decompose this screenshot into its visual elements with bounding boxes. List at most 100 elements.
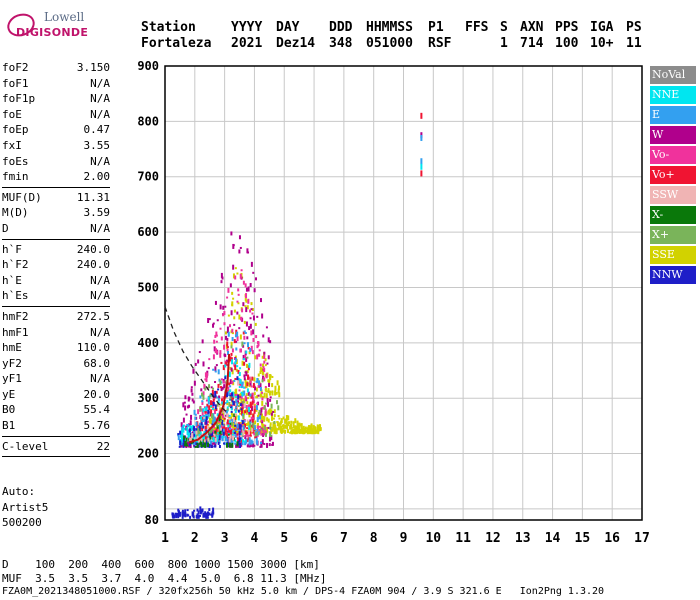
header-value-10: 10+ — [590, 36, 614, 51]
echo-mark-nnw — [179, 440, 182, 446]
echo-mark-sse — [284, 418, 287, 424]
echo-mark-sse — [245, 386, 248, 389]
echo-mark-x- — [263, 405, 266, 410]
echo-mark-sse — [255, 387, 258, 392]
echo-mark-nne — [212, 436, 215, 442]
echo-mark-vo- — [229, 428, 232, 434]
echo-mark-ssw — [228, 418, 231, 421]
echo-mark-vo- — [229, 393, 232, 396]
echo-mark-sse — [280, 425, 283, 429]
param-name: fmin — [2, 170, 29, 184]
echo-mark-w — [249, 323, 252, 329]
echo-mark-vo- — [233, 415, 236, 421]
echo-mark-ssw — [195, 430, 198, 435]
echo-mark-sse — [273, 414, 276, 418]
echo-mark-vo- — [220, 361, 223, 364]
echo-mark-e — [194, 413, 197, 416]
echo-mark-x- — [231, 442, 234, 448]
echo-mark-vo- — [251, 350, 254, 355]
echo-mark-e — [217, 398, 220, 402]
param-name: h`Es — [2, 289, 29, 303]
echo-mark-w — [262, 432, 265, 437]
echo-mark-w — [207, 367, 210, 370]
echo-mark-sse — [239, 422, 242, 425]
param-value: 22 — [96, 439, 110, 453]
echo-mark-nne — [239, 367, 242, 370]
echo-mark-nne — [231, 433, 234, 437]
echo-mark-w — [222, 305, 225, 310]
echo-mark-e — [227, 331, 230, 337]
echo-mark-w — [189, 420, 192, 426]
echo-mark-sse — [240, 398, 243, 402]
echo-mark-e — [177, 435, 180, 441]
param-value: 3.150 — [76, 61, 110, 74]
echo-mark-sse — [249, 428, 252, 432]
echo-mark-vo- — [205, 399, 208, 402]
legend-item-w: W — [650, 126, 696, 144]
echo-mark-ssw — [243, 403, 246, 408]
header-value-8: 714 — [520, 36, 544, 51]
echo-mark-x- — [208, 384, 211, 389]
echo-mark-vo- — [239, 431, 242, 434]
echo-mark-w — [225, 335, 228, 340]
echo-mark-vo- — [206, 420, 209, 423]
echo-mark-nne — [235, 395, 238, 398]
echo-mark-sse — [239, 392, 242, 397]
echo-mark-sse — [262, 363, 265, 368]
electron-density-profile — [164, 306, 230, 415]
param-row: foEp 0.47 — [2, 122, 110, 138]
echo-mark-sse — [269, 374, 272, 380]
echo-mark-sse — [231, 291, 234, 295]
echo-mark-w — [188, 404, 191, 408]
echo-mark-nne — [215, 434, 218, 437]
echo-mark-w — [232, 244, 235, 247]
echo-mark-sse — [278, 392, 281, 398]
echo-mark-e — [259, 415, 262, 420]
echo-mark-vo- — [262, 366, 265, 369]
echo-mark-nne — [217, 434, 220, 439]
echo-mark-e — [207, 399, 210, 405]
echo-mark-x- — [218, 431, 221, 435]
echo-mark-e — [240, 419, 243, 422]
header-label-6: FFS — [465, 20, 489, 35]
echo-mark-e — [255, 437, 258, 443]
param-value: N/A — [90, 221, 110, 235]
echo-mark-sse — [271, 391, 274, 394]
echo-mark-x- — [273, 420, 276, 424]
echo-mark-vo- — [260, 419, 263, 422]
echo-mark-sse — [313, 431, 316, 435]
digisonde-logo: Lowell DIGISONDE — [6, 8, 88, 44]
echo-mark-sse — [277, 388, 280, 394]
header-value-7: 1 — [500, 36, 508, 51]
echo-mark-vo- — [229, 404, 232, 407]
echo-mark-low-echo — [184, 512, 187, 518]
echo-mark-vo- — [227, 386, 230, 391]
param-value: 0.47 — [83, 123, 111, 137]
param-value: N/A — [90, 372, 110, 386]
echo-mark-vo- — [239, 273, 242, 279]
echo-mark-w — [226, 337, 229, 341]
echo-mark-w — [238, 327, 241, 330]
echo-mark-vo- — [247, 404, 250, 410]
echo-mark-w — [233, 323, 236, 326]
echo-mark-w — [226, 326, 229, 332]
echo-mark-w — [249, 380, 252, 386]
echo-mark-vo- — [251, 392, 254, 398]
f2-trace-line — [188, 353, 231, 444]
echo-mark-nne — [229, 389, 232, 393]
echo-mark-sse — [250, 302, 253, 306]
echo-mark-w — [252, 443, 255, 448]
echo-mark-vo- — [250, 345, 253, 351]
echo-mark-nnw — [230, 410, 233, 413]
echo-mark-w — [191, 398, 194, 402]
echo-mark-w — [235, 443, 238, 448]
echo-mark-nne — [213, 439, 216, 442]
echo-mark-vo- — [256, 354, 259, 360]
echo-mark-vo- — [217, 437, 220, 443]
param-value: N/A — [90, 289, 110, 303]
echo-mark-w — [223, 353, 226, 357]
echo-mark-sse — [248, 414, 251, 418]
echo-mark-w — [192, 368, 195, 374]
logo-text-lowell: Lowell — [44, 10, 85, 24]
echo-mark-low-echo — [204, 511, 207, 516]
